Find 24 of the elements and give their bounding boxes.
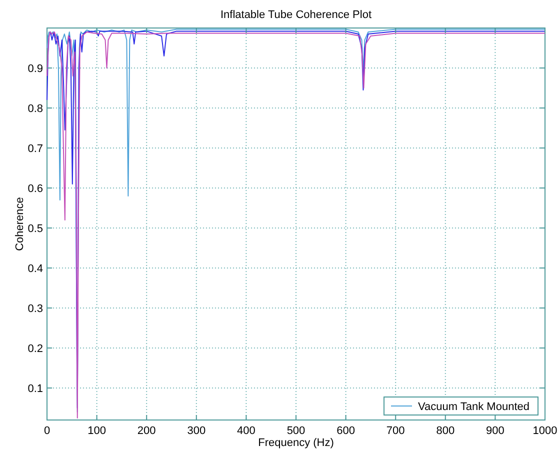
y-tick-label: 0.8 [28,103,43,115]
y-tick-label: 0.4 [28,263,43,275]
x-axis-title: Frequency (Hz) [258,437,334,449]
legend-label: Vacuum Tank Mounted [418,401,530,413]
x-tick-label: 800 [436,425,455,437]
x-tick-label: 1000 [532,425,558,437]
x-tick-label: 600 [336,425,355,437]
y-tick-label: 0.3 [28,303,43,315]
chart-title: Inflatable Tube Coherence Plot [220,9,372,21]
y-tick-label: 0.2 [28,343,43,355]
x-tick-label: 100 [88,425,106,437]
y-tick-label: 0.6 [28,183,43,195]
y-tick-label: 0.9 [28,63,43,75]
x-tick-label: 700 [386,425,405,437]
y-tick-label: 0.5 [28,223,43,235]
x-tick-label: 400 [237,425,256,437]
y-axis-title: Coherence [14,197,26,251]
x-tick-label: 900 [486,425,504,437]
x-tick-label: 300 [187,425,206,437]
x-tick-label: 0 [44,425,50,437]
x-tick-label: 200 [137,425,156,437]
y-tick-label: 0.7 [28,143,43,155]
x-tick-label: 500 [286,425,306,437]
y-tick-label: 0.1 [28,383,43,395]
